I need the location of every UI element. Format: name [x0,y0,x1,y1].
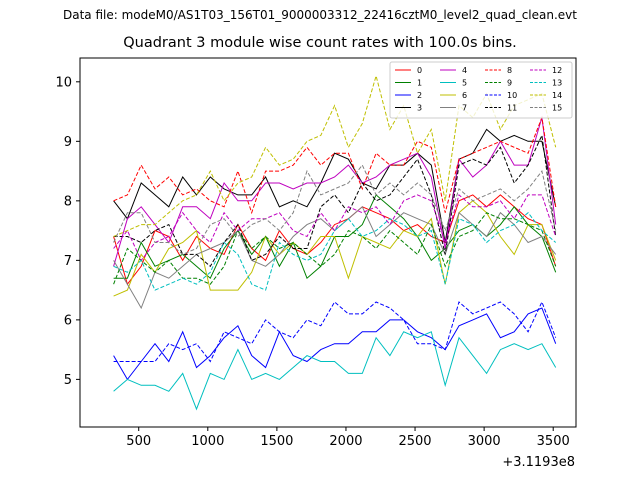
series-line-14 [113,74,557,237]
series-layer [113,74,557,411]
plot-frame [79,57,577,428]
x-tick-label: 1000 [191,434,224,449]
series-line-5 [113,331,557,411]
legend-label-1: 1 [417,79,422,88]
series-line-10 [113,300,557,363]
legend-label-11: 11 [507,104,517,113]
legend-label-2: 2 [417,91,422,100]
legend-label-10: 10 [507,91,517,100]
series-line-3 [113,128,557,243]
series-line-6 [113,200,557,297]
y-tick-label: 8 [64,194,72,209]
series-line-9 [113,212,557,285]
legend-label-13: 13 [552,79,562,88]
x-tick-label: 2000 [329,434,362,449]
y-tick-label: 6 [64,313,72,328]
y-tick-label: 7 [64,254,72,269]
series-line-8 [113,115,557,215]
legend-label-8: 8 [507,66,512,75]
y-tick-label: 9 [64,135,72,150]
legend-label-9: 9 [507,79,512,88]
legend-label-12: 12 [552,66,562,75]
data-file-suptitle: Data file: modeM0/AS1T03_156T01_90000033… [63,8,577,22]
x-tick-label: 3500 [537,434,570,449]
chart-title: Quadrant 3 module wise count rates with … [123,35,517,51]
series-line-0 [113,194,557,286]
series-line-2 [113,307,557,381]
series-line-11 [113,133,557,268]
series-line-4 [113,117,557,267]
series-line-12 [113,194,557,262]
x-tick-label: 3000 [468,434,501,449]
y-tick-label: 10 [55,75,72,90]
y-tick-label: 5 [64,373,72,388]
series-line-7 [113,205,557,310]
x-offset-label: +3.1193e8 [502,455,575,470]
legend-label-4: 4 [462,66,467,75]
x-tick-label: 2500 [398,434,431,449]
legend-label-0: 0 [417,66,422,75]
legend-label-6: 6 [462,91,467,100]
x-tick-label: 500 [126,434,151,449]
legend-label-7: 7 [462,104,467,113]
legend-label-14: 14 [552,91,562,100]
legend-label-15: 15 [552,104,562,113]
legend-label-5: 5 [462,79,467,88]
series-line-15 [113,164,557,255]
axes-layer: 500 1000 1500 2000 2500 3000 3500 5 6 7 8 9 10 [55,75,569,449]
x-tick-label: 1500 [260,434,293,449]
legend-label-3: 3 [417,104,422,113]
legend-box [389,61,573,119]
